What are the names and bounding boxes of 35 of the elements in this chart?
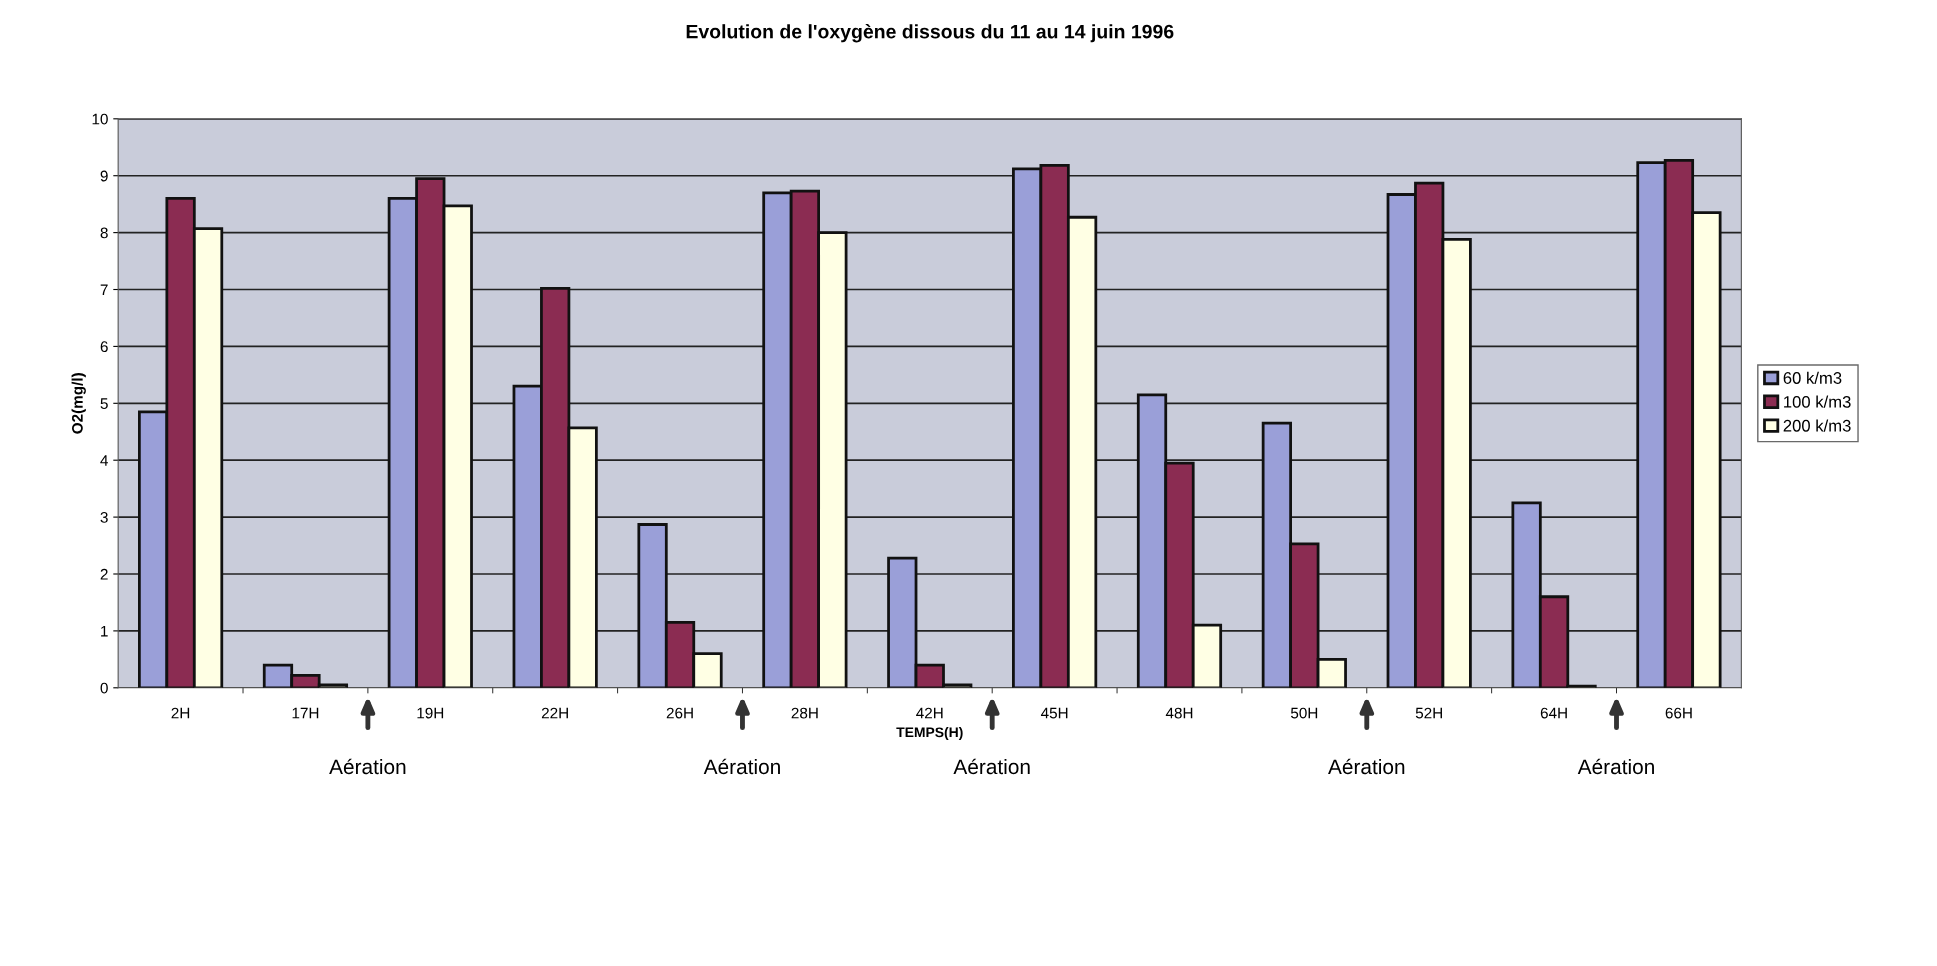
y-tick-label: 6 [100,341,108,353]
x-tick-label: 48H [1165,707,1193,719]
x-tick-label: 19H [417,707,444,719]
y-tick-label: 10 [92,113,108,125]
x-tick-label: 22H [541,707,568,719]
chart-title: Evolution de l'oxygène dissous du 11 au 14 juin 1996 [686,24,1174,43]
y-tick-label: 1 [101,625,108,637]
y-tick-label: 0 [100,682,108,694]
y-tick-label: 4 [100,455,108,466]
x-tick-label: 45H [1040,707,1068,719]
x-tick-label: 26H [666,707,693,719]
x-tick-label: 2H [171,707,190,719]
x-tick-label: 66H [1665,707,1692,719]
y-tick-label: 2 [100,568,108,580]
text: Aération [1577,758,1654,775]
x-tick-label: 17H [292,707,319,719]
y-tick-label: 9 [100,170,108,182]
y-axis-title: O2(mg/l) [71,373,86,434]
x-axis-title: TEMPS(H) [896,727,963,740]
x-tick-label: 28H [791,707,818,719]
y-tick-label: 3 [100,511,108,523]
legend-label: 100 k/m3 [1784,395,1851,408]
y-tick-label: 7 [100,284,108,296]
text: Aération [953,758,1030,775]
x-tick-label: 64H [1540,707,1567,719]
text: Aération [329,758,406,775]
x-tick-label: 42H [916,707,943,719]
y-tick-label: 5 [100,398,108,409]
text: Aération [703,758,780,775]
legend-label: 200 k/m3 [1783,419,1851,432]
x-tick-label: 52H [1415,707,1442,719]
x-tick-label: 50H [1290,707,1318,719]
y-tick-label: 8 [100,227,108,239]
legend-label: 60 k/m3 [1783,371,1842,384]
text: Aération [1328,758,1405,775]
